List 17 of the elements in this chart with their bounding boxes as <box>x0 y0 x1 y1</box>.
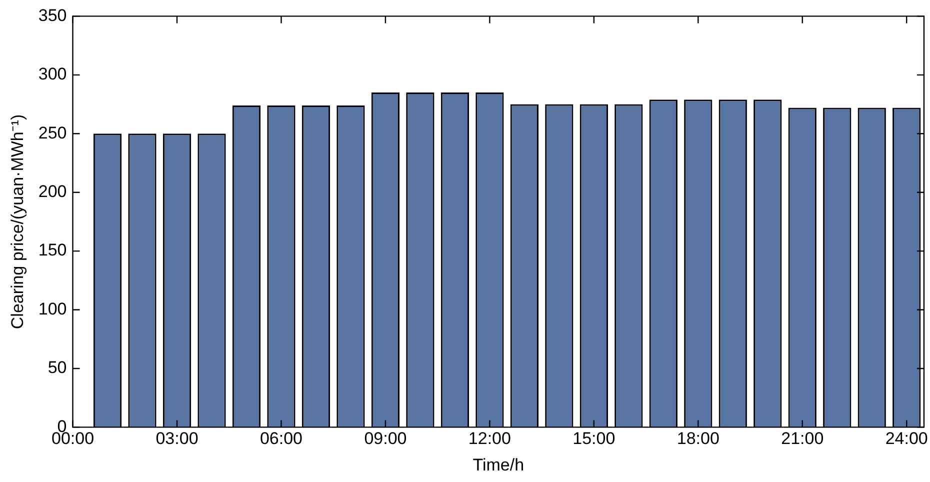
x-tick-label: 24:00 <box>885 429 928 448</box>
y-tick-label: 300 <box>38 64 67 84</box>
x-tick-label: 06:00 <box>260 429 302 448</box>
y-tick-label: 200 <box>38 182 67 202</box>
x-tick-label: 21:00 <box>781 429 824 448</box>
x-tick-label: 15:00 <box>572 429 616 448</box>
x-axis-title: Time/h <box>472 455 524 474</box>
x-tick-label: 18:00 <box>676 429 720 448</box>
x-tick-label: 12:00 <box>468 429 511 448</box>
y-axis-title: Clearing price/(yuan·MWh⁻¹) <box>8 114 27 330</box>
y-tick-label: 350 <box>38 6 67 25</box>
x-tick-label: 03:00 <box>156 429 198 448</box>
y-tick-label: 50 <box>48 358 67 378</box>
y-tick-label: 250 <box>38 123 67 142</box>
y-tick-label: 100 <box>38 299 67 318</box>
y-tick-label: 150 <box>38 240 67 260</box>
x-tick-label: 09:00 <box>364 429 407 448</box>
